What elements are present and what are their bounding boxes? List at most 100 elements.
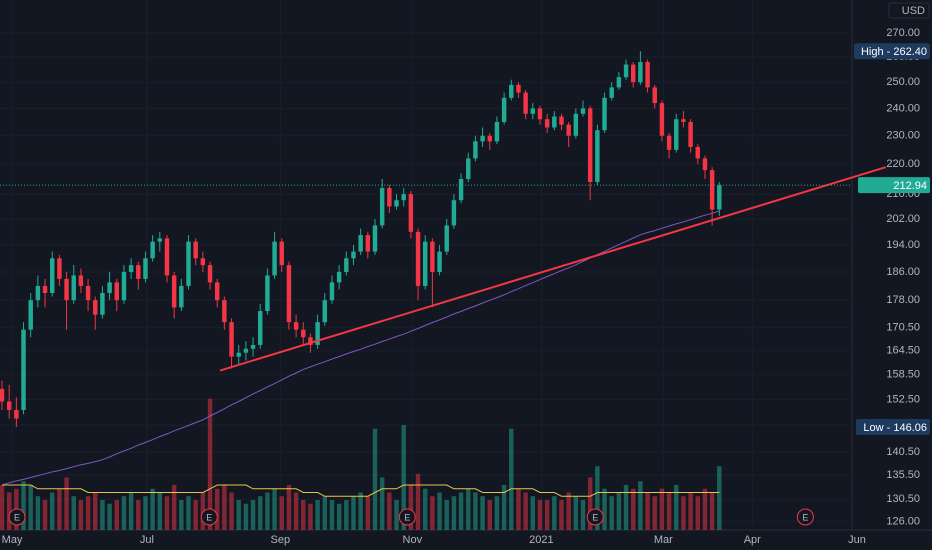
volume-bar xyxy=(702,488,708,530)
candle-body xyxy=(595,130,600,182)
volume-bar xyxy=(501,485,507,530)
y-tick-label: 158.50 xyxy=(886,368,920,380)
earnings-marker[interactable] xyxy=(586,508,604,526)
candles xyxy=(0,51,722,428)
volume-bar xyxy=(616,492,622,530)
volume-bar xyxy=(415,473,421,530)
candle-body xyxy=(186,241,191,286)
volume-bar xyxy=(193,500,198,530)
candle-body xyxy=(681,119,686,122)
volume-bar xyxy=(107,503,112,530)
earnings-label: E xyxy=(206,512,212,522)
volume-bar xyxy=(21,481,26,530)
candle-body xyxy=(544,119,550,128)
candle-body xyxy=(659,103,665,136)
volume-bar xyxy=(336,503,342,530)
trendline xyxy=(219,166,887,372)
earnings-marker[interactable] xyxy=(796,508,814,526)
volume-bar xyxy=(179,500,184,530)
volume-bar xyxy=(128,492,134,530)
volume-bar xyxy=(315,500,320,530)
volume-bar xyxy=(695,496,701,530)
candle-body xyxy=(222,300,227,323)
x-tick-label: Nov xyxy=(403,534,423,546)
candle-body xyxy=(516,84,521,93)
volume-bar xyxy=(709,492,715,530)
candle-body xyxy=(451,200,457,226)
volume-bar xyxy=(451,496,457,530)
currency-box[interactable] xyxy=(888,2,930,19)
volume-bar xyxy=(308,503,313,530)
candle-body xyxy=(702,158,708,171)
candle-body xyxy=(200,258,206,266)
last-label: 212.94 xyxy=(893,180,927,192)
candle-body xyxy=(344,258,349,272)
volume-bar xyxy=(631,488,636,530)
candle-body xyxy=(717,185,722,210)
earnings-marker[interactable] xyxy=(8,508,26,526)
candle-body xyxy=(157,238,163,242)
volume-bar xyxy=(401,425,406,530)
x-tick-label: 2021 xyxy=(529,534,553,546)
candle-body xyxy=(329,282,335,301)
volume-bar xyxy=(49,492,55,530)
earnings-label: E xyxy=(592,512,598,522)
candle-body xyxy=(322,300,328,323)
volume-bar xyxy=(530,496,536,530)
moving-average-line xyxy=(1,210,720,486)
x-tick-label: Mar xyxy=(654,534,673,546)
candle-body xyxy=(301,329,306,338)
volume-bar xyxy=(136,500,141,530)
volume-bar xyxy=(207,398,213,530)
candle-body xyxy=(473,141,478,159)
candle-body xyxy=(587,108,593,182)
volume-bar xyxy=(293,492,299,530)
candle-body xyxy=(57,258,62,279)
volume-bar xyxy=(552,496,557,530)
x-tick-label: Sep xyxy=(271,534,291,546)
candle-body xyxy=(0,388,5,402)
volume-bar xyxy=(200,492,206,530)
volume-bar xyxy=(93,492,98,530)
earnings-label: E xyxy=(404,512,410,522)
volume-bar xyxy=(394,500,399,530)
y-tick-label: 250.00 xyxy=(886,76,920,88)
candle-body xyxy=(171,275,177,308)
volume-bar xyxy=(523,492,528,530)
candle-body xyxy=(229,322,234,357)
currency[interactable]: USD xyxy=(902,5,925,17)
candle-body xyxy=(580,108,586,114)
volume-bar xyxy=(494,496,500,530)
volume-bar xyxy=(143,496,148,530)
volume-bar xyxy=(509,428,514,530)
earnings-label: E xyxy=(14,512,20,522)
volume-bar xyxy=(0,485,5,530)
volume-bar xyxy=(430,496,435,530)
candle-body xyxy=(114,282,119,301)
volume-bar xyxy=(387,492,392,530)
volume-bar xyxy=(114,500,119,530)
earnings-marker[interactable] xyxy=(200,508,218,526)
candle-body xyxy=(466,158,471,180)
volume-bar xyxy=(681,496,686,530)
volume-bar xyxy=(236,500,241,530)
candle-body xyxy=(293,322,299,330)
high-box xyxy=(854,43,930,60)
volume-bar xyxy=(222,485,227,530)
volume-bar xyxy=(279,496,284,530)
y-tick-label: 152.50 xyxy=(886,393,920,405)
candle-body xyxy=(566,124,571,136)
y-tick-label: 186.00 xyxy=(886,266,920,278)
earnings-marker[interactable] xyxy=(398,508,416,526)
candle-body xyxy=(100,292,105,315)
candle-body xyxy=(573,113,579,136)
candle-body xyxy=(552,116,557,128)
volume-bar xyxy=(537,500,543,530)
low-label: Low - 146.06 xyxy=(863,422,927,434)
candle-body xyxy=(150,241,155,259)
candle-body xyxy=(358,235,363,252)
y-tick-label: 220.00 xyxy=(886,158,920,170)
candle-body xyxy=(631,64,636,83)
candle-body xyxy=(164,238,170,276)
